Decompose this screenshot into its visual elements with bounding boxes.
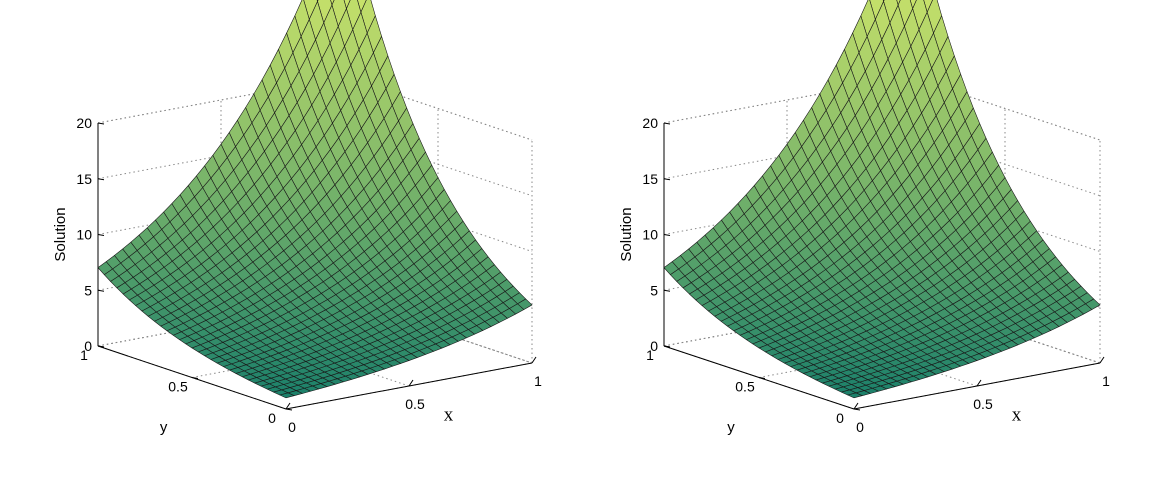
surface-cell <box>330 0 335 6</box>
z-tick <box>663 122 671 125</box>
z-tick <box>663 178 671 181</box>
x-axis-label: x <box>444 404 454 425</box>
z-tick-label: 10 <box>76 227 92 243</box>
z-tick-label: 20 <box>642 115 658 131</box>
y-axis-label: y <box>160 419 168 436</box>
z-tick-label: 5 <box>650 282 658 298</box>
grid-line <box>97 132 345 180</box>
y-tick-label: 0.5 <box>168 379 188 395</box>
z-tick-label: 10 <box>642 227 658 243</box>
x-axis-label: x <box>1012 404 1022 425</box>
z-tick <box>663 289 671 292</box>
surface-cell <box>357 0 367 13</box>
grid-line <box>97 188 345 235</box>
y-tick-label: 1 <box>646 347 654 363</box>
surface-cell <box>923 0 933 13</box>
x-tick <box>408 379 414 387</box>
y-tick-label: 0.5 <box>735 379 755 395</box>
z-tick-label: 15 <box>76 171 92 187</box>
surface-cell <box>343 0 351 9</box>
z-tick <box>663 234 671 236</box>
y-tick <box>853 408 861 411</box>
grid-line <box>343 76 533 141</box>
y-axis-label: y <box>727 419 735 436</box>
x-tick-label: 0 <box>856 419 864 435</box>
grid-line <box>97 76 345 124</box>
z-tick-label: 20 <box>76 115 92 131</box>
z-tick <box>663 345 671 348</box>
z-tick <box>97 345 105 348</box>
y-tick-label: 0 <box>268 410 276 426</box>
x-tick-label: 1 <box>1102 373 1110 389</box>
y-tick-label: 1 <box>80 347 88 363</box>
surface-cell <box>663 261 679 275</box>
z-axis-label: Solution <box>618 207 635 261</box>
x-tick-label: 0.5 <box>973 396 993 412</box>
surface-cell <box>909 0 917 9</box>
z-axis-label: Solution <box>52 207 69 261</box>
grid-line <box>663 132 911 180</box>
grid-line <box>909 76 1101 141</box>
x-tick <box>285 402 291 410</box>
grid-line <box>663 76 911 124</box>
y-tick-label: 0 <box>836 410 844 426</box>
x-tick <box>976 379 982 387</box>
z-tick-label: 0 <box>650 338 658 354</box>
z-tick-label: 0 <box>84 338 92 354</box>
surface-mesh <box>663 0 1101 399</box>
y-tick <box>285 408 293 411</box>
z-tick <box>97 234 105 236</box>
z-tick-label: 5 <box>84 282 92 298</box>
x-tick-label: 0 <box>288 419 296 435</box>
z-tick <box>97 122 105 125</box>
x-tick <box>1099 356 1105 364</box>
surface-cell <box>896 0 901 6</box>
x-tick-label: 0.5 <box>405 396 425 412</box>
surface-mesh <box>97 0 533 399</box>
grid-line <box>97 299 345 347</box>
y-tick <box>758 377 766 379</box>
grid-line <box>663 188 911 235</box>
x-tick-label: 1 <box>534 373 542 389</box>
y-tick <box>191 377 199 379</box>
z-tick <box>97 289 105 292</box>
x-tick <box>853 402 859 410</box>
x-tick <box>531 356 537 364</box>
z-tick <box>97 178 105 181</box>
grid-line <box>663 299 911 347</box>
z-tick-label: 15 <box>642 171 658 187</box>
surface-cell <box>97 261 113 275</box>
